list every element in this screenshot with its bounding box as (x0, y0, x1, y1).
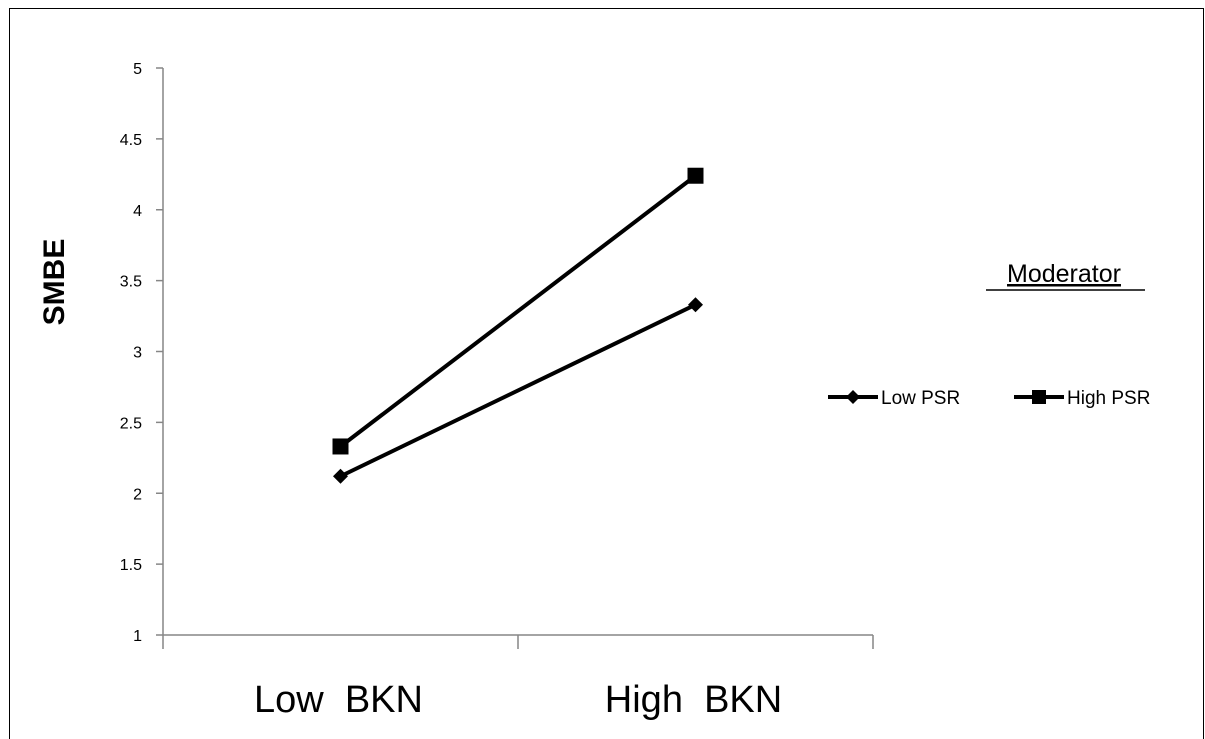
y-tick-label: 4.5 (120, 132, 142, 149)
x-ticks: Low BKN High BKN (162, 635, 874, 721)
series-low-psr (333, 297, 703, 484)
data-point (333, 468, 348, 484)
legend-marker (846, 390, 860, 404)
y-axis-title: SMBE (38, 239, 71, 326)
y-ticks: 1 1.5 2 2.5 3 3.5 4 4.5 5 (120, 61, 163, 645)
data-point (332, 438, 349, 455)
x-category-label: High BKN (605, 679, 782, 721)
legend-label: Low PSR (881, 388, 960, 409)
series-layer (332, 167, 704, 484)
series-high-psr (332, 167, 704, 455)
series-line (339, 302, 697, 479)
y-tick-label: 3 (133, 345, 142, 362)
y-tick-label: 1 (133, 628, 142, 645)
y-tick-label: 5 (133, 61, 142, 78)
y-tick-label: 2.5 (120, 415, 142, 432)
legend-marker (1032, 390, 1046, 404)
data-point (688, 297, 703, 313)
series-line (339, 174, 697, 449)
y-tick-label: 2 (133, 486, 142, 503)
y-tick-label: 3.5 (120, 274, 142, 291)
legend-title: Moderator (1007, 260, 1121, 288)
legend-item: High PSR (1014, 388, 1150, 409)
y-tick-label: 1.5 (120, 557, 142, 574)
data-point (687, 167, 704, 184)
axes (162, 68, 873, 636)
legend: Low PSR High PSR (828, 388, 1150, 409)
chart-frame (9, 8, 1204, 739)
legend-item: Low PSR (828, 388, 960, 409)
legend-label: High PSR (1067, 388, 1150, 409)
y-tick-label: 4 (133, 203, 142, 220)
x-category-label: Low BKN (254, 679, 423, 721)
